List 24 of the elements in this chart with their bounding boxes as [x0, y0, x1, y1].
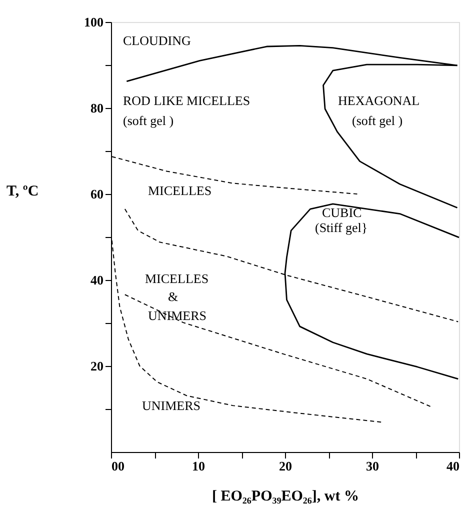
- x-tick-label: 40: [446, 458, 460, 474]
- x-tick-label: 30: [366, 458, 379, 474]
- annotation: (soft gel ): [123, 113, 174, 128]
- annotation: CUBIC: [322, 205, 362, 220]
- annotation: HEXAGONAL: [338, 93, 420, 108]
- x-axis-title: [ EO₂₆PO₃₉EO₂₆], wt %: [212, 488, 359, 504]
- annotation: (Stiff gel}: [315, 220, 368, 235]
- annotation: MICELLES: [145, 271, 209, 286]
- annotation: UNIMERS: [148, 308, 207, 323]
- annotation: &: [168, 289, 178, 304]
- annotation: (soft gel ): [352, 113, 403, 128]
- annotation: CLOUDING: [123, 33, 191, 48]
- y-tick-label: 80: [90, 100, 104, 116]
- x-tick-label: 00: [112, 458, 124, 474]
- y-tick-label: 20: [90, 358, 104, 374]
- x-tick-label: 20: [279, 458, 292, 474]
- y-tick-label: 60: [90, 186, 104, 202]
- annotation: MICELLES: [148, 183, 212, 198]
- annotation: UNIMERS: [142, 398, 201, 413]
- y-tick-label: 100: [84, 14, 104, 30]
- x-tick-label: 10: [192, 458, 205, 474]
- annotation: ROD LIKE MICELLES: [123, 93, 250, 108]
- y-tick-label: 40: [90, 272, 104, 288]
- y-axis-title: T, ºC: [6, 184, 39, 200]
